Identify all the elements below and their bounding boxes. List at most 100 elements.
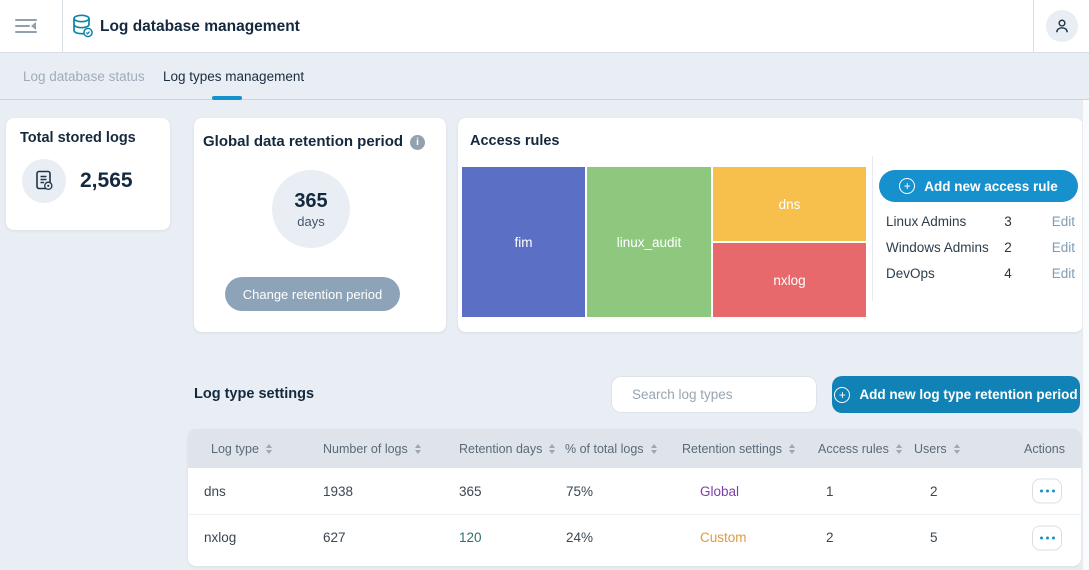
access-rule-row: DevOps 4 Edit (879, 261, 1078, 287)
global-retention-title-text: Global data retention period (203, 133, 404, 150)
column-header-label: Retention days (459, 441, 543, 456)
column-header-retention-settings[interactable]: Retention settings (682, 429, 796, 468)
sidebar-toggle-icon[interactable] (15, 19, 37, 34)
sort-icon[interactable] (265, 443, 272, 454)
sort-icon[interactable] (549, 443, 556, 454)
log-type-settings-title: Log type settings (194, 386, 315, 402)
treemap-tile-label: nxlog (773, 272, 806, 288)
access-rule-name: DevOps (886, 266, 935, 281)
search-log-types-box (611, 376, 817, 413)
access-rules-title: Access rules (470, 133, 560, 149)
sort-icon[interactable] (789, 443, 796, 454)
add-new-log-type-button[interactable]: Add new log type retention period (832, 376, 1080, 413)
log-type-settings-table: Log type Number of logs Retention days %… (188, 429, 1081, 566)
cell-number-of-logs: 1938 (323, 483, 354, 499)
sort-icon[interactable] (414, 443, 421, 454)
sort-icon[interactable] (895, 443, 902, 454)
total-stored-logs-value: 2,565 (80, 169, 133, 192)
cell-pct-of-total-logs: 75% (566, 483, 594, 499)
access-rules-list: Linux Admins 3 Edit Windows Admins 2 Edi… (879, 209, 1078, 287)
cell-access-rules: 1 (826, 483, 834, 499)
access-rule-row: Windows Admins 2 Edit (879, 235, 1078, 261)
table-header-row: Log type Number of logs Retention days %… (188, 429, 1081, 468)
retention-period-badge: 365 days (272, 170, 350, 248)
total-stored-logs-card: Total stored logs 2,565 (6, 118, 170, 230)
cell-retention-setting: Custom (700, 530, 747, 545)
sort-icon[interactable] (953, 443, 960, 454)
access-rule-edit-link[interactable]: Edit (1051, 214, 1075, 229)
search-log-types-input[interactable] (632, 387, 809, 402)
plus-icon (899, 178, 916, 194)
treemap-tile-nxlog[interactable]: nxlog (713, 243, 866, 317)
access-rule-edit-link[interactable]: Edit (1051, 266, 1075, 281)
access-rule-name: Windows Admins (886, 240, 989, 255)
cell-users: 2 (930, 483, 938, 499)
column-header-access-rules[interactable]: Access rules (818, 429, 902, 468)
log-file-icon (22, 159, 66, 203)
access-rules-treemap: fim linux_audit dns nxlog (462, 167, 866, 317)
cell-retention-days: 120 (459, 530, 482, 545)
cell-retention-days: 365 (459, 483, 482, 499)
column-header-label: Access rules (818, 441, 889, 456)
cell-access-rules: 2 (826, 530, 834, 545)
app-header: Log database management (0, 0, 1089, 53)
access-rule-row: Linux Admins 3 Edit (879, 209, 1078, 235)
global-retention-card: Global data retention period 365 days Ch… (194, 118, 446, 332)
column-header-number-of-logs[interactable]: Number of logs (323, 429, 421, 468)
add-new-log-type-label: Add new log type retention period (859, 387, 1078, 402)
cell-log-type: dns (204, 483, 226, 499)
column-header-label: Retention settings (682, 441, 783, 456)
cell-users: 5 (930, 530, 938, 545)
cell-retention-setting: Global (700, 483, 740, 499)
user-menu-button[interactable] (1046, 10, 1078, 42)
global-retention-title: Global data retention period (203, 133, 426, 150)
cell-number-of-logs: 627 (323, 530, 346, 545)
header-divider (1033, 0, 1034, 53)
column-header-pct-of-total-logs[interactable]: % of total logs (565, 429, 657, 468)
column-header-label: Number of logs (323, 441, 408, 456)
column-header-retention-days[interactable]: Retention days (459, 429, 556, 468)
column-header-label: % of total logs (565, 441, 644, 456)
treemap-tile-dns[interactable]: dns (713, 167, 866, 241)
tab-log-database-status[interactable]: Log database status (23, 69, 145, 84)
retention-period-value: 365 (294, 189, 328, 212)
column-header-label: Log type (211, 441, 259, 456)
column-header-label: Users (914, 441, 947, 456)
info-icon[interactable] (410, 135, 426, 150)
database-icon (71, 13, 95, 44)
column-header-actions: Actions (1018, 429, 1065, 468)
sort-icon[interactable] (650, 443, 657, 454)
column-header-log-type[interactable]: Log type (211, 429, 272, 468)
access-rule-count: 2 (1004, 240, 1012, 255)
access-rules-card: Access rules fim linux_audit dns nxlog A… (458, 118, 1083, 332)
access-rule-count: 3 (1004, 214, 1012, 229)
retention-period-unit: days (297, 213, 325, 229)
header-divider (62, 0, 63, 53)
access-rules-divider (872, 156, 873, 301)
user-icon (1056, 19, 1068, 33)
table-row-dns: dns 1938 365 75% Global 1 2 (188, 468, 1081, 515)
tab-log-types-management[interactable]: Log types management (163, 69, 305, 84)
column-header-label: Actions (1024, 441, 1065, 456)
change-retention-period-button[interactable]: Change retention period (225, 277, 400, 311)
table-row-nxlog: nxlog 627 120 24% Custom 2 5 (188, 515, 1081, 560)
column-header-users[interactable]: Users (914, 429, 960, 468)
row-actions-button[interactable] (1032, 525, 1062, 550)
active-tab-underline (212, 96, 242, 100)
treemap-tile-fim[interactable]: fim (462, 167, 585, 317)
plus-icon (834, 386, 851, 403)
add-new-access-rule-button[interactable]: Add new access rule (879, 170, 1078, 202)
treemap-tile-label: linux_audit (616, 234, 682, 250)
vertical-scrollbar[interactable] (1082, 100, 1089, 570)
cell-log-type: nxlog (204, 530, 237, 545)
treemap-tile-linux-audit[interactable]: linux_audit (587, 167, 711, 317)
access-rule-name: Linux Admins (886, 214, 967, 229)
cell-pct-of-total-logs: 24% (566, 530, 594, 545)
add-new-access-rule-label: Add new access rule (924, 178, 1058, 194)
access-rule-count: 4 (1004, 266, 1012, 281)
page-title: Log database management (100, 18, 300, 35)
row-actions-button[interactable] (1032, 478, 1062, 504)
access-rule-edit-link[interactable]: Edit (1051, 240, 1075, 255)
treemap-tile-label: dns (778, 196, 801, 212)
